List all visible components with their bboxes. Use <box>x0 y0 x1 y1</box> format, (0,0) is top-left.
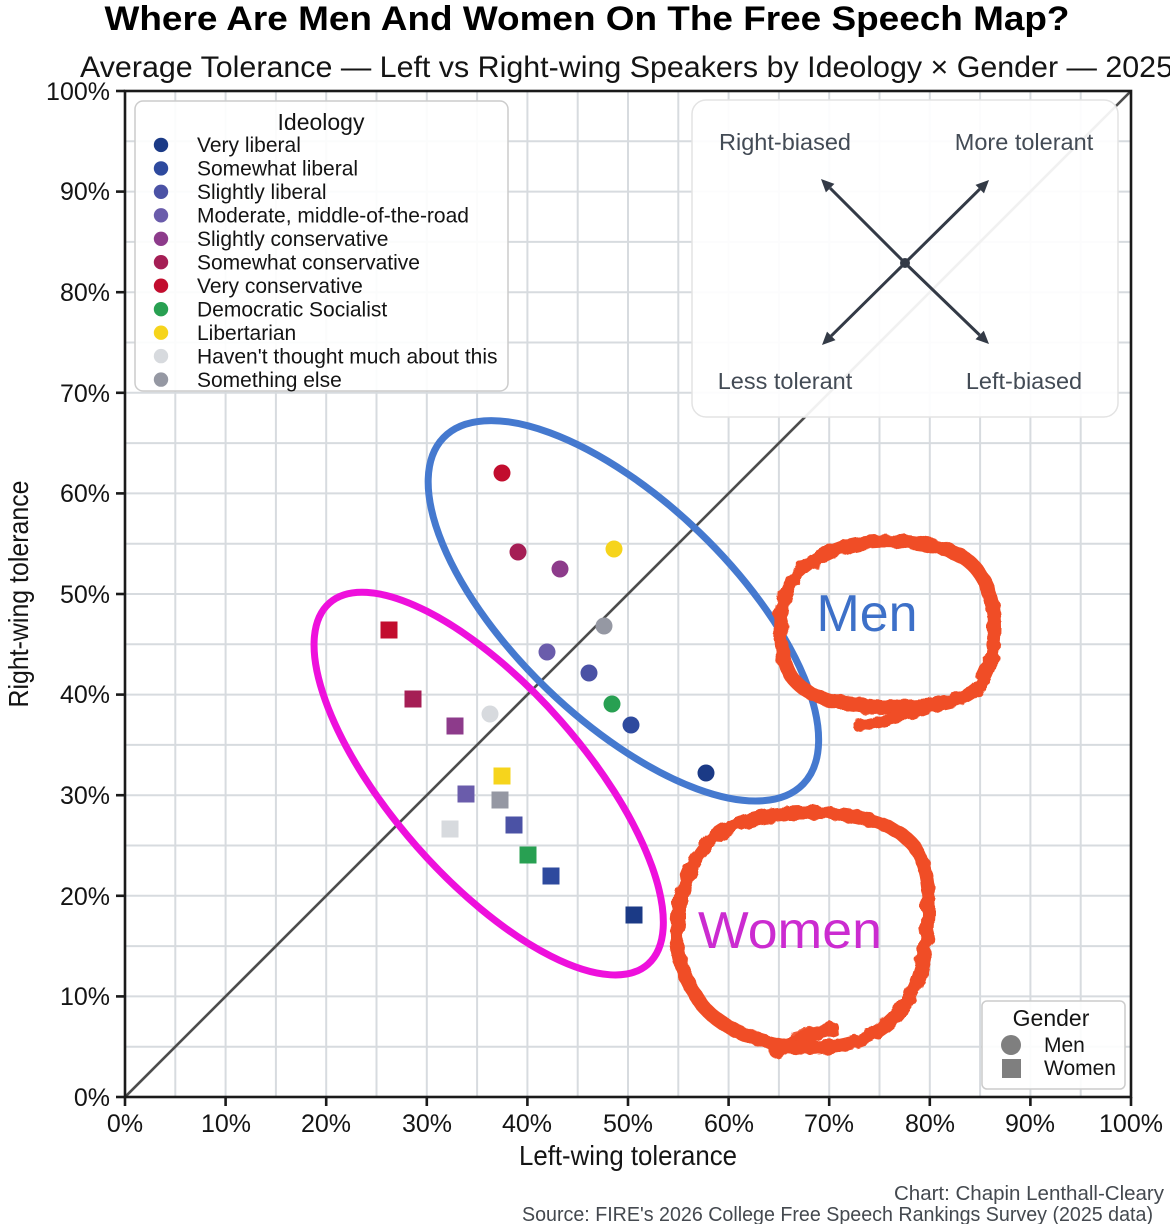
svg-text:70%: 70% <box>60 380 110 408</box>
svg-text:50%: 50% <box>60 581 110 609</box>
svg-text:40%: 40% <box>502 1110 552 1138</box>
svg-text:Something else: Something else <box>197 369 342 392</box>
svg-text:Chart: Chapin Lenthall-Cleary: Chart: Chapin Lenthall-Cleary <box>894 1183 1164 1205</box>
svg-text:Democratic Socialist: Democratic Socialist <box>197 299 387 322</box>
svg-text:30%: 30% <box>60 782 110 810</box>
svg-text:Moderate, middle-of-the-road: Moderate, middle-of-the-road <box>197 205 469 228</box>
svg-text:Right-biased: Right-biased <box>719 129 851 155</box>
svg-text:Ideology: Ideology <box>278 109 365 135</box>
svg-text:Libertarian: Libertarian <box>197 322 296 345</box>
svg-text:Average Tolerance — Left vs Ri: Average Tolerance — Left vs Right-wing S… <box>80 51 1170 84</box>
svg-text:Slightly conservative: Slightly conservative <box>197 228 388 251</box>
svg-text:30%: 30% <box>402 1110 452 1138</box>
svg-text:Haven't thought much about thi: Haven't thought much about this <box>197 345 498 368</box>
svg-text:100%: 100% <box>1099 1110 1163 1138</box>
svg-text:90%: 90% <box>60 178 110 206</box>
svg-text:Where Are Men And Women On The: Where Are Men And Women On The Free Spee… <box>105 0 1070 38</box>
svg-text:Men: Men <box>1044 1034 1085 1057</box>
svg-text:50%: 50% <box>603 1110 653 1138</box>
svg-text:Women: Women <box>1044 1057 1116 1080</box>
svg-text:Left-biased: Left-biased <box>966 368 1082 394</box>
svg-text:90%: 90% <box>1005 1110 1055 1138</box>
svg-text:Men: Men <box>817 585 918 643</box>
svg-text:Less tolerant: Less tolerant <box>718 368 853 394</box>
svg-text:70%: 70% <box>804 1110 854 1138</box>
svg-text:Somewhat conservative: Somewhat conservative <box>197 252 420 275</box>
svg-text:Right-wing tolerance: Right-wing tolerance <box>3 481 34 708</box>
svg-text:60%: 60% <box>60 480 110 508</box>
svg-text:10%: 10% <box>201 1110 251 1138</box>
svg-text:Women: Women <box>698 902 882 960</box>
svg-text:80%: 80% <box>60 279 110 307</box>
svg-text:Left-wing tolerance: Left-wing tolerance <box>519 1140 737 1171</box>
svg-text:Very liberal: Very liberal <box>197 134 301 157</box>
svg-text:Slightly liberal: Slightly liberal <box>197 181 327 204</box>
svg-text:10%: 10% <box>60 983 110 1011</box>
svg-text:Very conservative: Very conservative <box>197 275 363 298</box>
svg-text:Somewhat liberal: Somewhat liberal <box>197 158 358 181</box>
svg-text:0%: 0% <box>107 1110 143 1138</box>
svg-text:Gender: Gender <box>1013 1005 1090 1031</box>
svg-text:40%: 40% <box>60 681 110 709</box>
svg-text:60%: 60% <box>704 1110 754 1138</box>
svg-text:Source: FIRE's 2026 College Fr: Source: FIRE's 2026 College Free Speech … <box>522 1204 1153 1224</box>
svg-text:More tolerant: More tolerant <box>955 129 1094 155</box>
svg-text:80%: 80% <box>905 1110 955 1138</box>
svg-text:20%: 20% <box>60 883 110 911</box>
svg-text:0%: 0% <box>74 1084 110 1112</box>
svg-text:100%: 100% <box>46 78 110 106</box>
svg-text:20%: 20% <box>301 1110 351 1138</box>
